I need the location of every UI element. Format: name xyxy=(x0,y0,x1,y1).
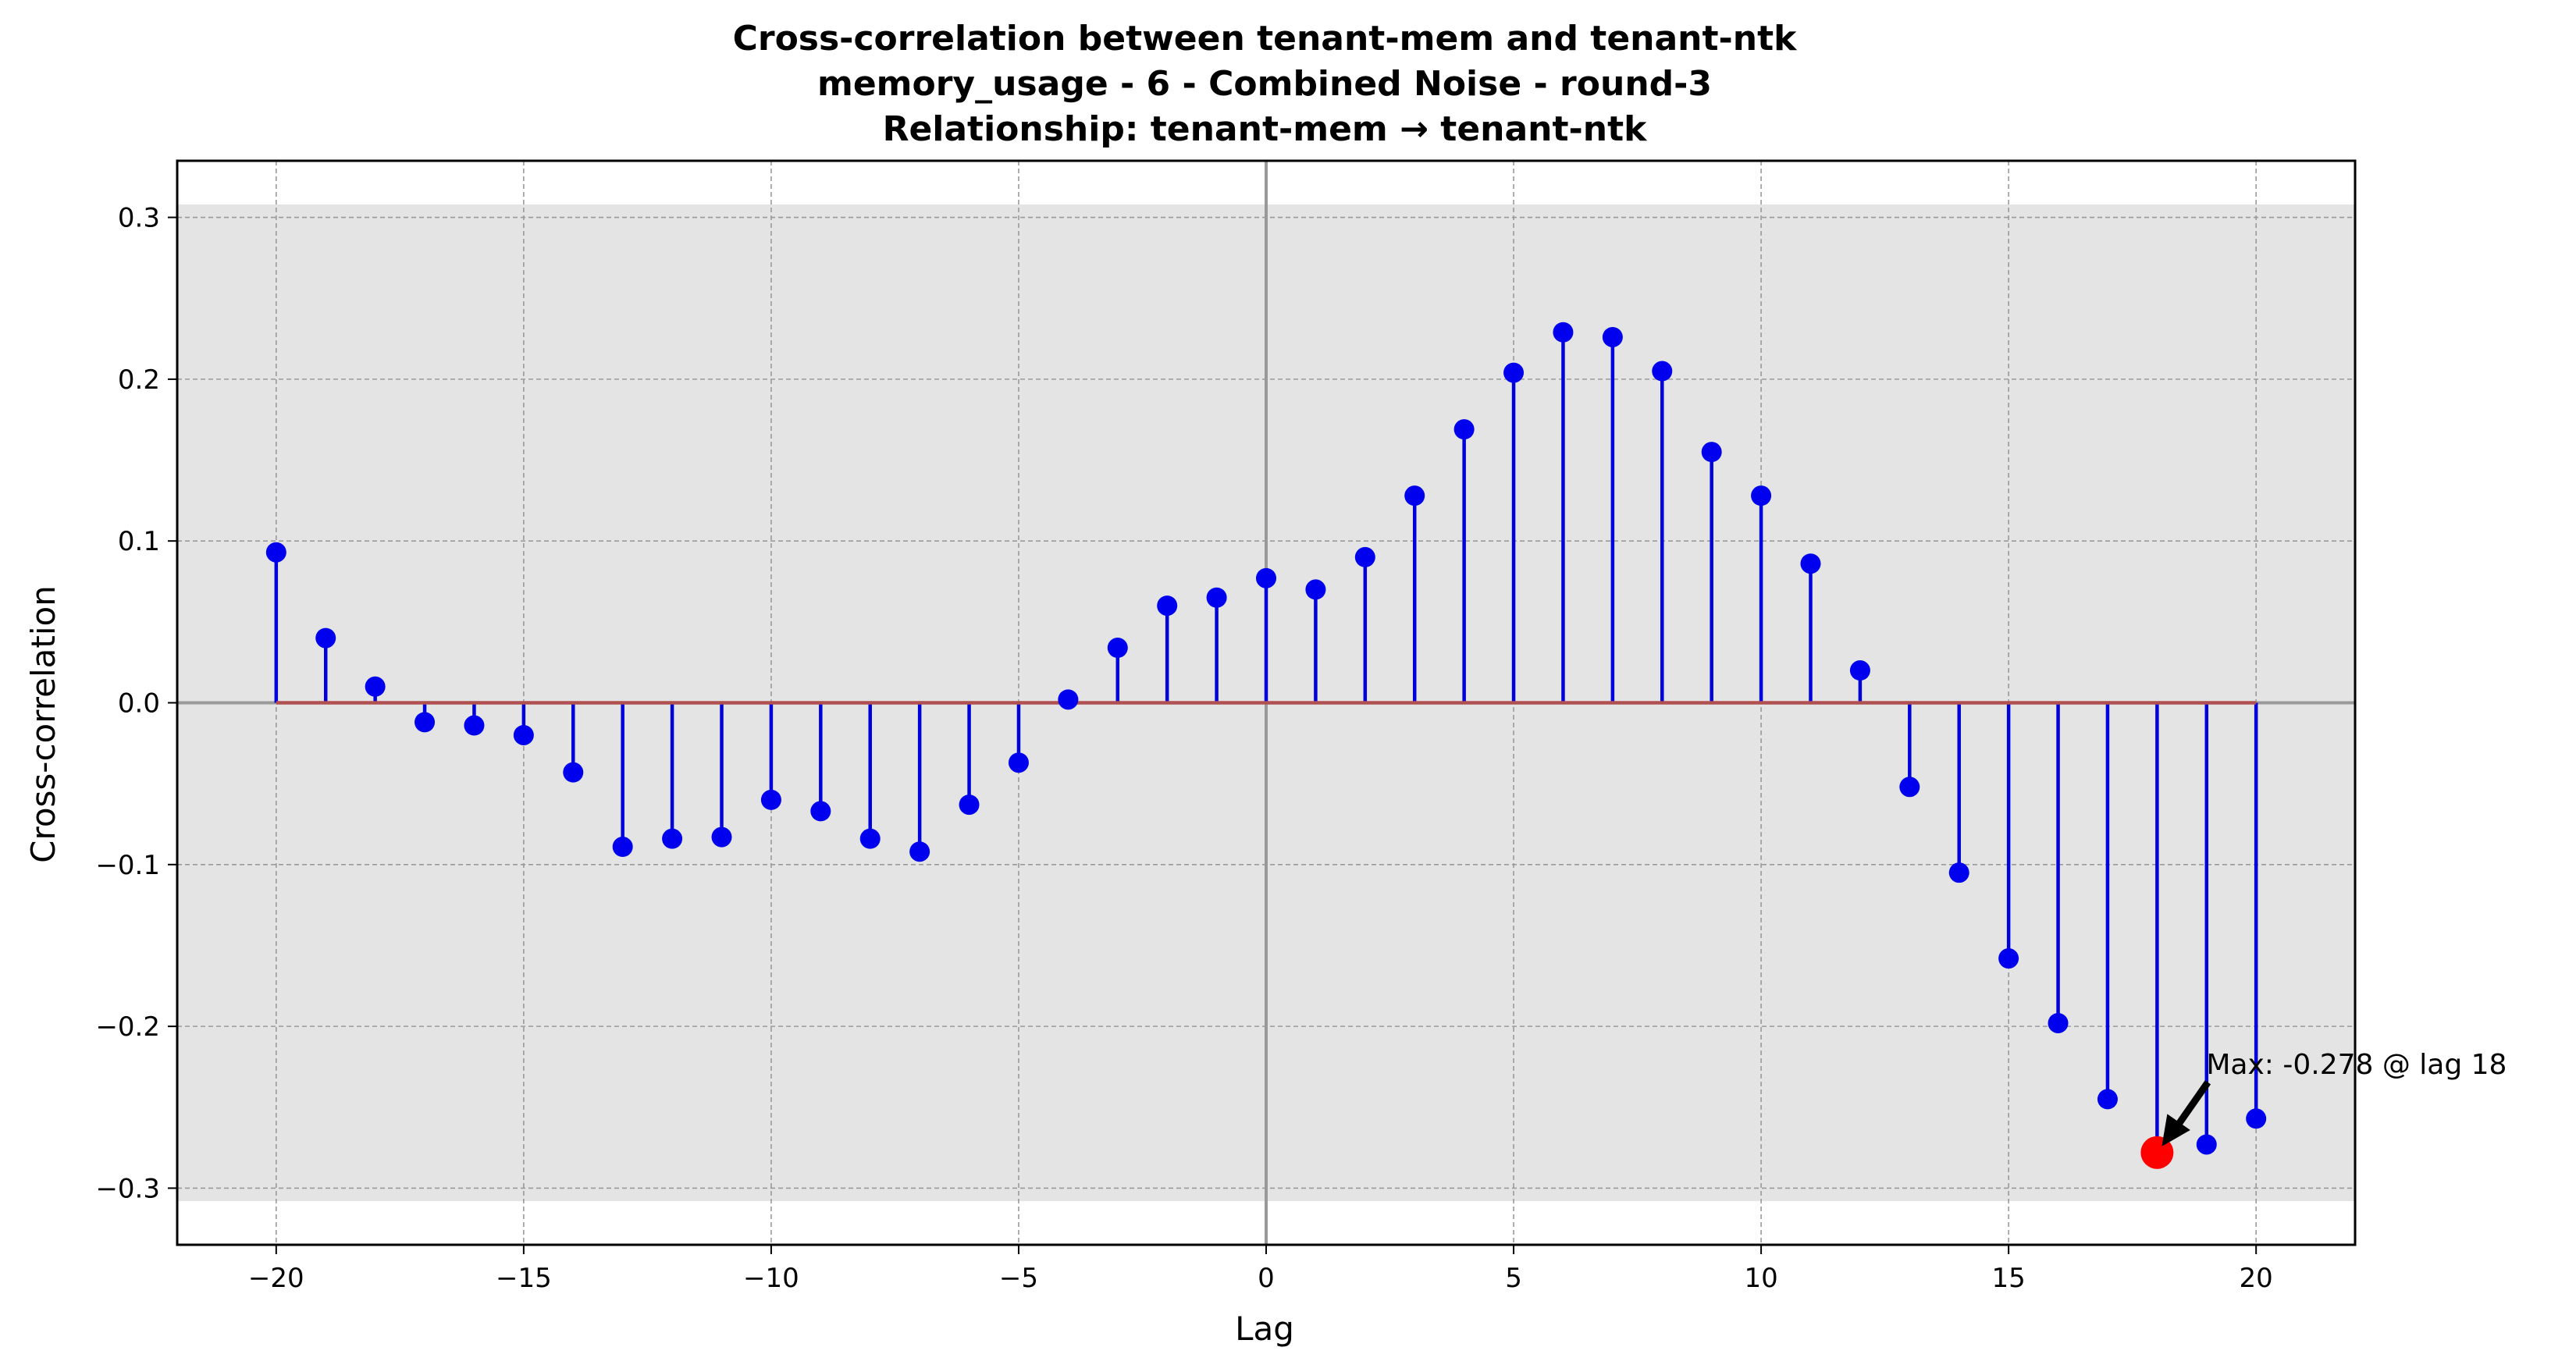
stem-marker xyxy=(662,828,683,849)
stem-marker xyxy=(2196,1134,2217,1155)
stem-marker xyxy=(760,789,781,810)
stem-marker xyxy=(2246,1108,2267,1129)
stem-marker xyxy=(2048,1012,2069,1033)
stem-marker xyxy=(415,712,436,733)
stem-marker xyxy=(859,828,881,849)
x-tick-label: 5 xyxy=(1505,1263,1522,1294)
y-tick-label: 0.2 xyxy=(118,364,160,396)
stem-marker xyxy=(711,826,732,848)
stem-marker xyxy=(1008,752,1029,773)
stem-marker xyxy=(265,542,286,563)
stem-marker xyxy=(1998,948,2019,969)
stem-marker xyxy=(1503,362,1525,383)
title-line-1: Cross-correlation between tenant-mem and… xyxy=(733,19,1799,59)
stem-marker xyxy=(1602,326,1623,347)
stem-marker xyxy=(1256,567,1276,588)
y-tick-label: −0.1 xyxy=(95,850,160,881)
stem-marker xyxy=(1305,579,1326,600)
stem-marker xyxy=(1553,322,1574,343)
x-tick-label: −5 xyxy=(999,1263,1038,1294)
stem-marker xyxy=(1404,485,1425,507)
y-tick-label: 0.0 xyxy=(118,688,160,720)
annotation-text: Max: -0.278 @ lag 18 xyxy=(2206,1049,2507,1081)
x-tick-label: 20 xyxy=(2240,1263,2273,1294)
stem-marker xyxy=(1948,862,1969,883)
stem-marker xyxy=(1751,485,1772,507)
stem-series xyxy=(265,322,2267,1163)
stem-marker xyxy=(513,724,534,745)
x-tick-label: −10 xyxy=(743,1263,799,1294)
stem-marker xyxy=(464,715,485,736)
stem-marker xyxy=(909,841,930,862)
x-tick-label: 0 xyxy=(1258,1263,1275,1294)
stem-marker xyxy=(1157,595,1178,617)
stem-marker xyxy=(1206,587,1227,608)
stem-marker xyxy=(365,676,386,697)
stem-marker xyxy=(1453,419,1475,440)
plot-frame xyxy=(176,159,2357,1246)
title-line-3: Relationship: tenant-mem → tenant-ntk xyxy=(883,109,1649,149)
y-axis-ticks: −0.3 −0.2 −0.1 0.0 0.1 0.2 0.3 xyxy=(95,203,177,1204)
stem-marker xyxy=(810,801,831,822)
stem-marker xyxy=(1899,777,1920,798)
y-tick-label: −0.3 xyxy=(95,1173,160,1204)
stem-marker xyxy=(1058,689,1079,710)
x-tick-label: 10 xyxy=(1744,1263,1777,1294)
stem-marker xyxy=(1800,553,1821,574)
x-tick-label: −20 xyxy=(248,1263,304,1294)
max-point-marker xyxy=(2140,1136,2174,1169)
title-line-2: memory_usage - 6 - Combined Noise - roun… xyxy=(817,64,1712,104)
y-tick-label: 0.3 xyxy=(118,203,160,234)
stem-marker xyxy=(612,837,633,858)
x-axis-ticks: −20 −15 −10 −5 0 5 10 15 20 xyxy=(248,1245,2273,1294)
y-axis-label: Cross-correlation xyxy=(24,585,62,863)
max-annotation: Max: -0.278 @ lag 18 xyxy=(2140,1049,2507,1169)
stem-marker xyxy=(315,627,336,649)
stem-marker xyxy=(1652,361,1673,382)
stem-marker xyxy=(959,794,980,816)
stem-marker xyxy=(1849,660,1870,681)
annotation-arrow-head xyxy=(2161,1114,2190,1146)
stem-marker xyxy=(1701,442,1722,463)
x-axis-label: Lag xyxy=(1235,1310,1294,1348)
chart-title: Cross-correlation between tenant-mem and… xyxy=(733,19,1799,149)
x-tick-label: −15 xyxy=(496,1263,552,1294)
y-tick-label: 0.1 xyxy=(118,526,160,557)
stem-marker xyxy=(1107,638,1128,659)
y-tick-label: −0.2 xyxy=(95,1011,160,1043)
x-tick-label: 15 xyxy=(1992,1263,2026,1294)
stem-marker xyxy=(1354,546,1375,567)
stem-marker xyxy=(563,762,584,783)
stem-marker xyxy=(2097,1089,2118,1110)
